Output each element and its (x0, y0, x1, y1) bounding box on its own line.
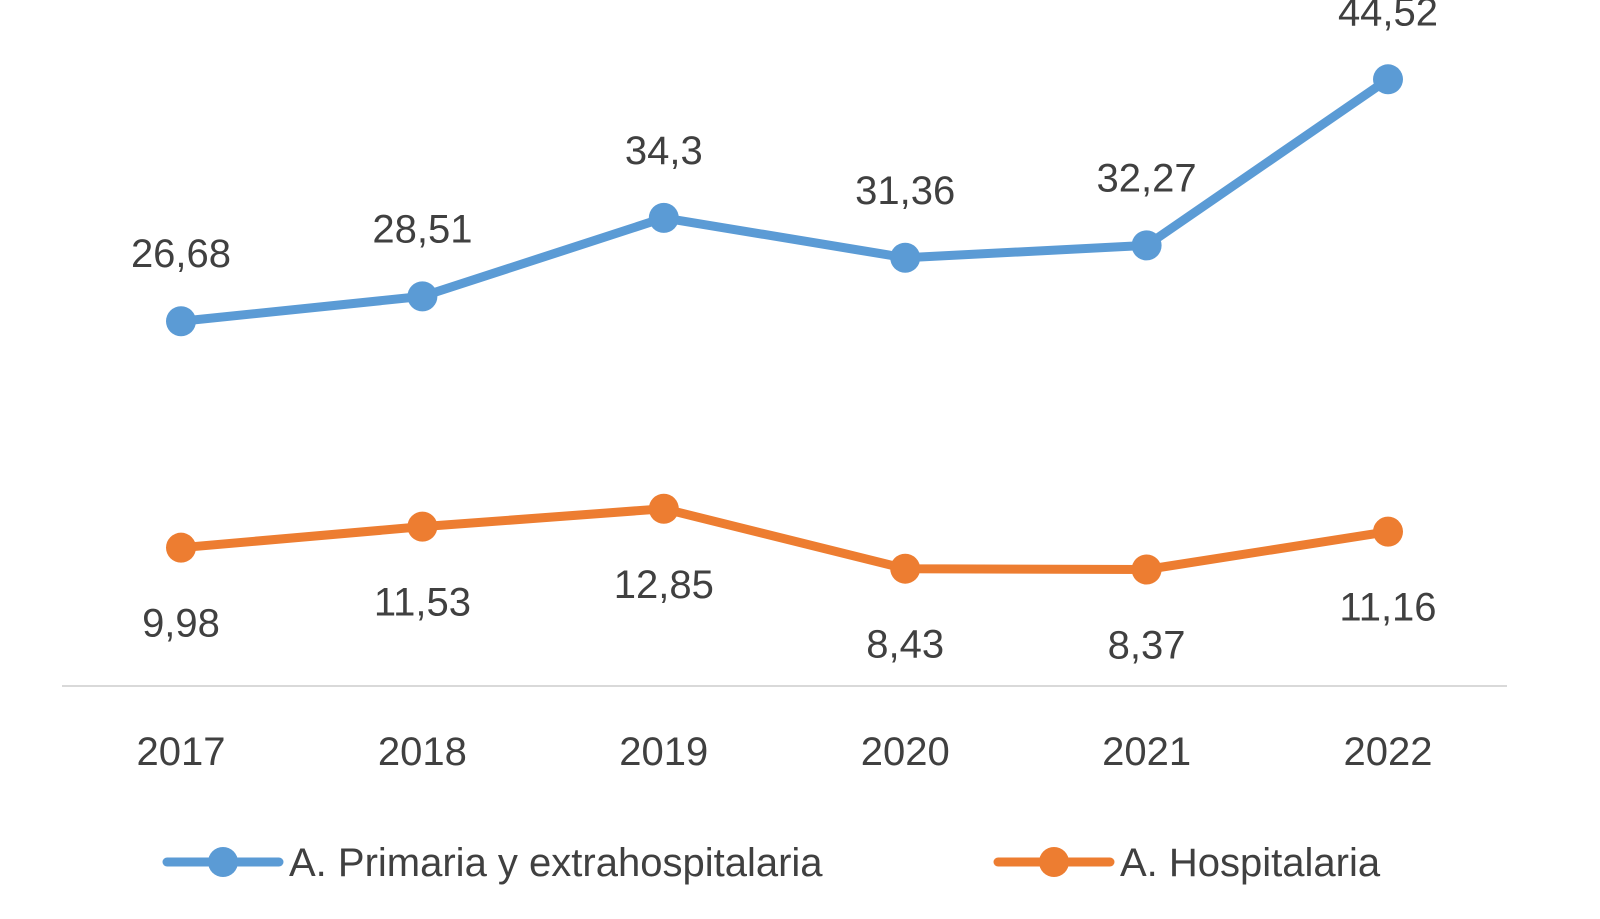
data-label: 34,3 (625, 129, 703, 173)
data-point (648, 202, 679, 233)
x-tick-label: 2018 (378, 730, 467, 774)
data-label: 9,98 (142, 602, 220, 646)
data-label: 12,85 (614, 563, 714, 607)
data-label: 11,53 (374, 581, 471, 625)
x-tick-label: 2022 (1344, 730, 1433, 774)
data-point (890, 553, 921, 584)
legend-marker-1 (1039, 847, 1069, 877)
data-point (166, 306, 196, 337)
legend-marker-0 (208, 847, 238, 877)
legend: A. Primaria y extrahospitalaria A. Hospit… (162, 841, 1381, 885)
x-tick-label: 2017 (137, 730, 226, 774)
x-tick-label: 2019 (619, 730, 708, 774)
x-tick-label: 2021 (1102, 730, 1191, 774)
series-line-0 (176, 74, 1393, 326)
data-point (890, 242, 921, 273)
legend-label-1: A. Hospitalaria (1120, 841, 1381, 885)
data-point (1131, 230, 1162, 261)
x-tick-label: 2020 (861, 730, 950, 774)
data-label: 31,36 (855, 169, 955, 213)
data-point (648, 493, 679, 524)
data-point (1131, 554, 1162, 585)
data-point (1373, 516, 1403, 547)
data-point (1373, 64, 1403, 95)
data-point (407, 511, 438, 542)
series-line-1 (176, 504, 1393, 575)
data-label: 11,16 (1339, 586, 1436, 630)
data-point (166, 532, 196, 563)
data-label: 8,43 (866, 623, 944, 667)
legend-label-0: A. Primaria y extrahospitalaria (289, 841, 823, 885)
data-label: 28,51 (372, 207, 472, 251)
data-label: 8,37 (1108, 624, 1186, 668)
data-label: 26,68 (131, 232, 231, 276)
data-label: 44,52 (1338, 0, 1438, 34)
data-point (407, 281, 438, 312)
data-label: 32,27 (1097, 156, 1197, 200)
